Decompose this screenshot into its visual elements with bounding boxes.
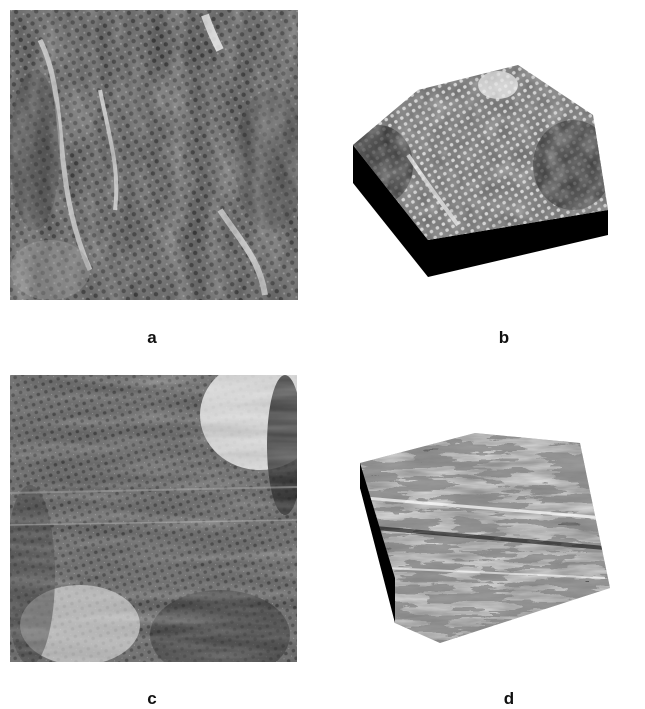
panel-d-surface bbox=[355, 428, 613, 650]
panel-a-label: a bbox=[147, 328, 157, 347]
panel-c-image bbox=[10, 375, 297, 662]
panel-d-label: d bbox=[503, 689, 515, 708]
panel-b-label: b bbox=[498, 328, 510, 347]
panel-a-image bbox=[10, 10, 298, 300]
panel-b-surface bbox=[348, 65, 613, 280]
panel-c-label: c bbox=[147, 689, 157, 708]
